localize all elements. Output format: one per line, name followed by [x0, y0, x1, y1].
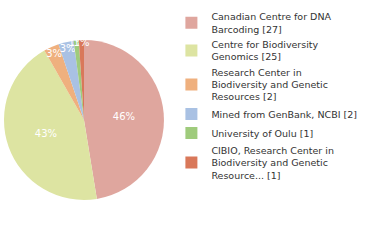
svg-text:Mined from GenBank, NCBI [2]: Mined from GenBank, NCBI [2]	[211, 109, 357, 120]
svg-text:43%: 43%	[35, 128, 57, 139]
svg-text:CIBIO, Research Center inBiodi: CIBIO, Research Center inBiodiversity an…	[211, 145, 334, 181]
svg-text:3%: 3%	[46, 48, 62, 59]
svg-text:University of Oulu [1]: University of Oulu [1]	[211, 128, 313, 139]
svg-text:46%: 46%	[113, 111, 135, 122]
svg-text:3%: 3%	[60, 43, 76, 54]
svg-text:1%: 1%	[74, 37, 90, 48]
svg-text:1%: 1%	[69, 37, 85, 48]
svg-text:Centre for BiodiversityGenomic: Centre for BiodiversityGenomics [25]	[211, 39, 318, 62]
svg-text:Research Center inBiodiversity: Research Center inBiodiversity and Genet…	[211, 67, 328, 103]
svg-text:Canadian Centre for DNABarcodi: Canadian Centre for DNABarcoding [27]	[211, 11, 331, 34]
